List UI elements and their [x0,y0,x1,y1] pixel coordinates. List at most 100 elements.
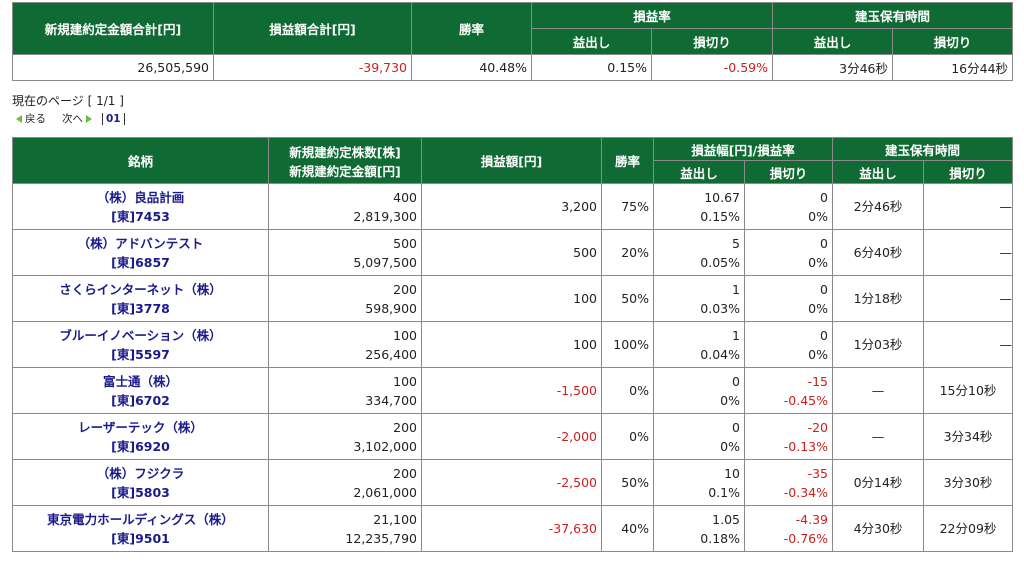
win-rate-value: 0% [601,367,654,414]
win-rate-value: 100% [601,321,654,368]
win-rate-value: 0% [601,413,654,460]
stock-name-link[interactable]: さくらインターネット（株） [59,281,222,297]
back-link[interactable]: 戻る [16,111,46,126]
detail-header-pl-profit: 益出し [653,160,745,184]
hold-loss-value: 15分10秒 [922,367,1014,414]
hold-profit-value: 6分40秒 [832,229,924,276]
detail-header-hold-loss: 損切り [922,160,1014,184]
qty-amount-cell: 200 598,900 [268,275,422,322]
loss-rate-value: 0% [808,254,828,270]
detail-header-qty-amount: 新規建約定株数[株] 新規建約定金額[円] [268,137,422,184]
profit-rate-value: 0% [720,438,740,454]
detail-header-pl-width-rate: 損益幅[円]/損益率 [653,137,833,161]
qty-amount-cell: 100 334,700 [268,367,422,414]
loss-width-value: -20 [807,419,828,435]
stock-name-link[interactable]: （株）フジクラ [96,465,185,481]
pl-value: 500 [421,229,602,276]
summary-header-pl-rate-profit: 益出し [531,28,652,55]
next-label: 次へ [62,113,83,125]
hold-loss-value: 22分09秒 [922,505,1014,552]
hold-profit-value: — [832,413,924,460]
stock-cell: （株）良品計画 [東]7453 [12,183,269,230]
stock-code-link[interactable]: [東]6702 [111,392,170,408]
loss-width-rate-cell: -4.39 -0.76% [744,505,833,552]
table-row: （株）アドバンテスト [東]6857 500 5,097,500 500 20%… [12,229,1014,276]
amount-value: 2,061,000 [353,484,417,500]
hold-loss-value: 3分34秒 [922,413,1014,460]
loss-width-rate-cell: 0 0% [744,321,833,368]
hold-loss-value: — [922,275,1014,322]
pl-value: -2,500 [421,459,602,506]
loss-rate-value: 0% [808,208,828,224]
stock-name-link[interactable]: （株）良品計画 [96,189,185,205]
stock-name-link[interactable]: （株）アドバンテスト [77,235,204,251]
hold-profit-value: 1分03秒 [832,321,924,368]
profit-width-rate-cell: 0 0% [653,367,745,414]
hold-profit-value: 0分14秒 [832,459,924,506]
loss-rate-value: 0% [808,346,828,362]
stock-cell: 東京電力ホールディングス（株） [東]9501 [12,505,269,552]
profit-width-value: 10 [724,465,740,481]
profit-width-rate-cell: 1.05 0.18% [653,505,745,552]
profit-width-value: 0 [732,419,740,435]
page-number-01[interactable]: 01 [102,112,125,125]
profit-width-value: 10.67 [704,189,740,205]
triangle-left-icon [16,114,22,123]
qty-value: 200 [393,465,417,481]
qty-amount-cell: 500 5,097,500 [268,229,422,276]
qty-value: 100 [393,373,417,389]
profit-width-value: 1 [732,327,740,343]
summary-hold-profit: 3分46秒 [772,54,894,81]
stock-name-link[interactable]: 富士通（株） [102,373,178,389]
stock-code-link[interactable]: [東]6857 [111,254,170,270]
hold-profit-value: — [832,367,924,414]
loss-width-value: 0 [820,327,828,343]
amount-value: 2,819,300 [353,208,417,224]
win-rate-value: 75% [601,183,654,230]
table-row: レーザーテック（株） [東]6920 200 3,102,000 -2,000 … [12,413,1014,460]
summary-table: 新規建約定金額合計[円] 損益額合計[円] 勝率 損益率 建玉保有時間 益出し … [12,2,1014,81]
pager-nav: 戻る 次へ 01 [16,111,125,126]
detail-header-amount: 新規建約定金額[円] [289,163,401,179]
loss-rate-value: -0.76% [783,530,828,546]
amount-value: 3,102,000 [353,438,417,454]
profit-width-rate-cell: 10.67 0.15% [653,183,745,230]
profit-width-value: 1.05 [712,511,740,527]
qty-value: 400 [393,189,417,205]
qty-value: 100 [393,327,417,343]
stock-code-link[interactable]: [東]5597 [111,346,170,362]
detail-table: 銘柄 新規建約定株数[株] 新規建約定金額[円] 損益額[円] 勝率 損益幅[円… [12,137,1014,552]
loss-width-value: -15 [807,373,828,389]
loss-width-value: 0 [820,281,828,297]
qty-amount-cell: 21,100 12,235,790 [268,505,422,552]
profit-rate-value: 0.18% [700,530,740,546]
stock-code-link[interactable]: [東]7453 [111,208,170,224]
loss-width-rate-cell: -15 -0.45% [744,367,833,414]
profit-width-value: 5 [732,235,740,251]
win-rate-value: 50% [601,459,654,506]
qty-amount-cell: 100 256,400 [268,321,422,368]
stock-name-link[interactable]: 東京電力ホールディングス（株） [47,511,234,527]
profit-rate-value: 0.05% [700,254,740,270]
stock-code-link[interactable]: [東]9501 [111,530,170,546]
table-row: ブルーイノベーション（株） [東]5597 100 256,400 100 10… [12,321,1014,368]
summary-pl-rate-loss: -0.59% [650,54,774,81]
profit-width-value: 1 [732,281,740,297]
next-link[interactable]: 次へ [62,111,92,126]
summary-header-total-pl: 損益額合計[円] [213,2,412,55]
pl-value: -37,630 [421,505,602,552]
stock-cell: （株）フジクラ [東]5803 [12,459,269,506]
profit-width-rate-cell: 5 0.05% [653,229,745,276]
pl-value: 100 [421,275,602,322]
stock-code-link[interactable]: [東]5803 [111,484,170,500]
stock-name-link[interactable]: ブルーイノベーション（株） [59,327,222,343]
amount-value: 256,400 [365,346,417,362]
stock-code-link[interactable]: [東]3778 [111,300,170,316]
stock-code-link[interactable]: [東]6920 [111,438,170,454]
profit-rate-value: 0.03% [700,300,740,316]
summary-header-hold-profit: 益出し [772,28,894,55]
loss-width-rate-cell: -20 -0.13% [744,413,833,460]
win-rate-value: 20% [601,229,654,276]
detail-header-pl: 損益額[円] [421,137,602,184]
stock-name-link[interactable]: レーザーテック（株） [78,419,203,435]
